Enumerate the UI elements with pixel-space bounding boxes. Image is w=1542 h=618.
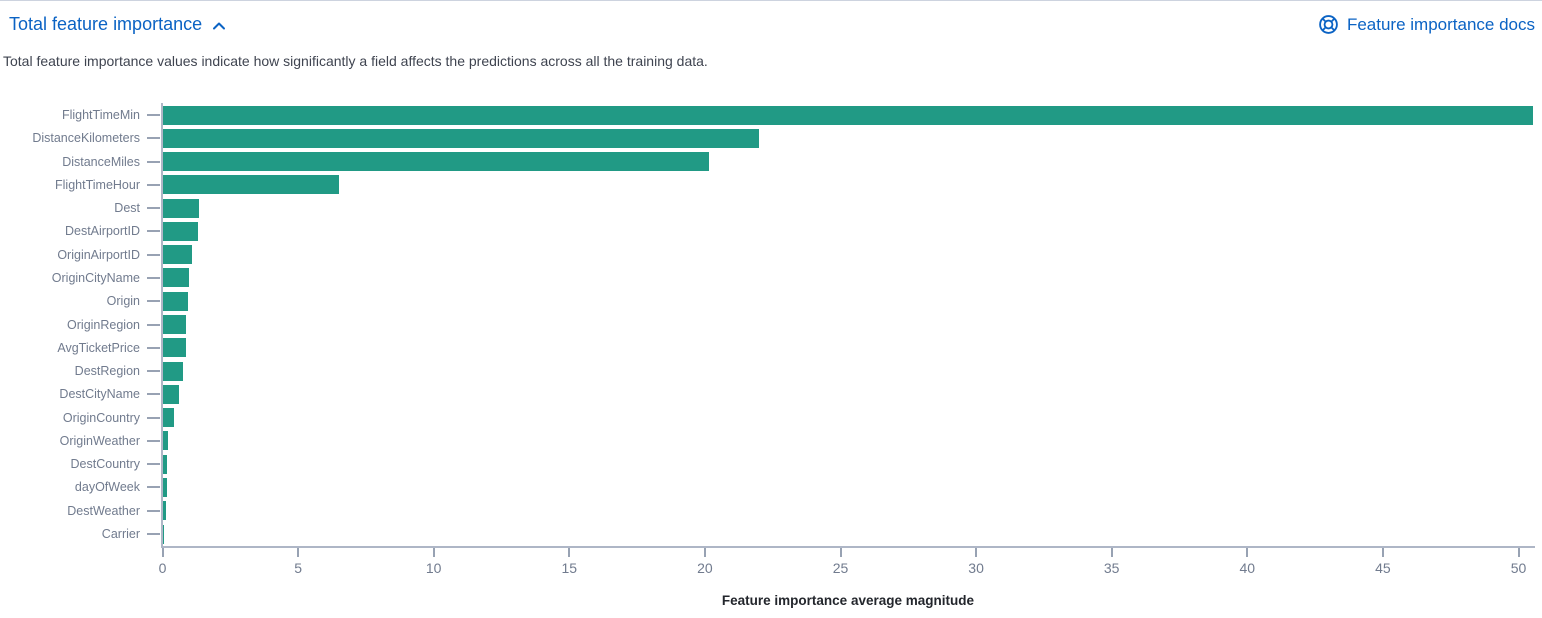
- x-axis-tick-label: 25: [832, 560, 849, 576]
- y-axis-label: OriginCityName: [51, 270, 140, 285]
- y-axis-label: Dest: [114, 201, 140, 216]
- y-axis-tick: [147, 160, 160, 163]
- y-axis-tick: [147, 230, 160, 233]
- bar[interactable]: [162, 524, 164, 544]
- x-axis-tick-label: 10: [425, 560, 442, 576]
- x-axis-line: [161, 546, 1535, 548]
- bar[interactable]: [162, 431, 169, 451]
- x-axis-tick: [1246, 547, 1249, 557]
- y-axis-tick: [147, 463, 160, 466]
- y-axis-label: FlightTimeHour: [55, 177, 140, 192]
- y-axis-label: DestWeather: [67, 503, 140, 518]
- y-axis-label: Carrier: [101, 527, 140, 542]
- bar[interactable]: [162, 501, 166, 521]
- y-axis-label: OriginCountry: [62, 410, 140, 425]
- x-axis-tick-label: 45: [1375, 560, 1391, 576]
- bar[interactable]: [162, 408, 174, 428]
- bar[interactable]: [162, 268, 189, 288]
- y-axis-line: [161, 103, 163, 546]
- y-axis-label: AvgTicketPrice: [57, 340, 140, 355]
- y-axis-label: dayOfWeek: [74, 480, 140, 495]
- x-axis-tick: [703, 547, 706, 557]
- bar[interactable]: [162, 105, 1534, 125]
- y-axis-label: DistanceMiles: [62, 154, 140, 169]
- total-feature-importance-toggle[interactable]: Total feature importance: [9, 14, 227, 35]
- x-axis-tick: [568, 547, 571, 557]
- bar[interactable]: [162, 175, 339, 195]
- bar[interactable]: [162, 221, 199, 241]
- bar[interactable]: [162, 454, 168, 474]
- panel-description: Total feature importance values indicate…: [3, 53, 708, 69]
- y-axis-label: DistanceKilometers: [32, 131, 140, 146]
- panel-header: Total feature importance Feature importa…: [0, 1, 1542, 45]
- y-axis-tick: [147, 183, 160, 186]
- y-axis-label: Origin: [106, 294, 140, 309]
- bar[interactable]: [162, 152, 709, 172]
- x-axis-tick-label: 30: [968, 560, 984, 576]
- x-axis-tick-label: 15: [561, 560, 578, 576]
- y-axis-tick: [147, 253, 160, 256]
- bar[interactable]: [162, 291, 188, 311]
- y-axis-tick: [147, 439, 160, 442]
- y-axis-tick: [147, 114, 160, 116]
- y-axis-tick: [147, 486, 160, 489]
- x-axis-tick-label: 20: [697, 560, 713, 576]
- bar[interactable]: [162, 338, 186, 358]
- bar[interactable]: [162, 384, 180, 404]
- y-axis-tick: [147, 393, 160, 396]
- x-axis-tick: [975, 547, 978, 557]
- y-axis-tick: [147, 207, 160, 210]
- x-axis-tick: [161, 547, 164, 557]
- y-axis-tick: [147, 137, 160, 140]
- bar[interactable]: [162, 128, 760, 148]
- y-axis-tick: [147, 346, 160, 349]
- feature-importance-docs-link[interactable]: Feature importance docs: [1318, 14, 1535, 35]
- help-docs-icon: [1319, 15, 1338, 34]
- y-axis-label: DestRegion: [74, 364, 140, 379]
- chevron-up-icon: [213, 22, 226, 29]
- x-axis-tick-label: 35: [1103, 560, 1120, 576]
- y-axis-tick: [147, 509, 160, 512]
- bar[interactable]: [162, 198, 200, 218]
- y-axis-label: DestCityName: [59, 387, 140, 402]
- y-axis-label: DestCountry: [70, 457, 140, 472]
- y-axis-label: OriginAirportID: [57, 247, 140, 262]
- y-axis-tick: [147, 323, 160, 326]
- x-axis-title: Feature importance average magnitude: [721, 593, 974, 608]
- x-axis-tick-label: 50: [1510, 560, 1527, 576]
- x-axis-tick: [297, 547, 300, 557]
- y-axis-tick: [147, 533, 160, 536]
- x-axis-tick-label: 5: [294, 560, 302, 576]
- docs-link-label: Feature importance docs: [1346, 14, 1535, 34]
- y-axis-label: FlightTimeMin: [61, 108, 140, 122]
- x-axis-tick-label: 40: [1239, 560, 1256, 576]
- y-axis-tick: [147, 370, 160, 373]
- y-axis-label: DestAirportID: [64, 224, 140, 239]
- x-axis-tick: [1110, 547, 1113, 557]
- x-axis-tick: [432, 547, 435, 557]
- y-axis-tick: [147, 416, 160, 419]
- x-axis-tick: [839, 547, 842, 557]
- x-axis-tick: [1517, 547, 1520, 557]
- section-title: Total feature importance: [9, 14, 203, 34]
- bar[interactable]: [162, 477, 167, 497]
- y-axis-tick: [147, 276, 160, 279]
- y-axis-tick: [147, 300, 160, 303]
- x-axis-tick-label: 0: [158, 560, 167, 576]
- bar[interactable]: [162, 245, 192, 265]
- bar[interactable]: [162, 315, 187, 335]
- x-axis-tick: [1381, 547, 1384, 557]
- bar[interactable]: [162, 361, 183, 381]
- y-axis-label: OriginWeather: [59, 433, 140, 448]
- y-axis-label: OriginRegion: [67, 317, 140, 332]
